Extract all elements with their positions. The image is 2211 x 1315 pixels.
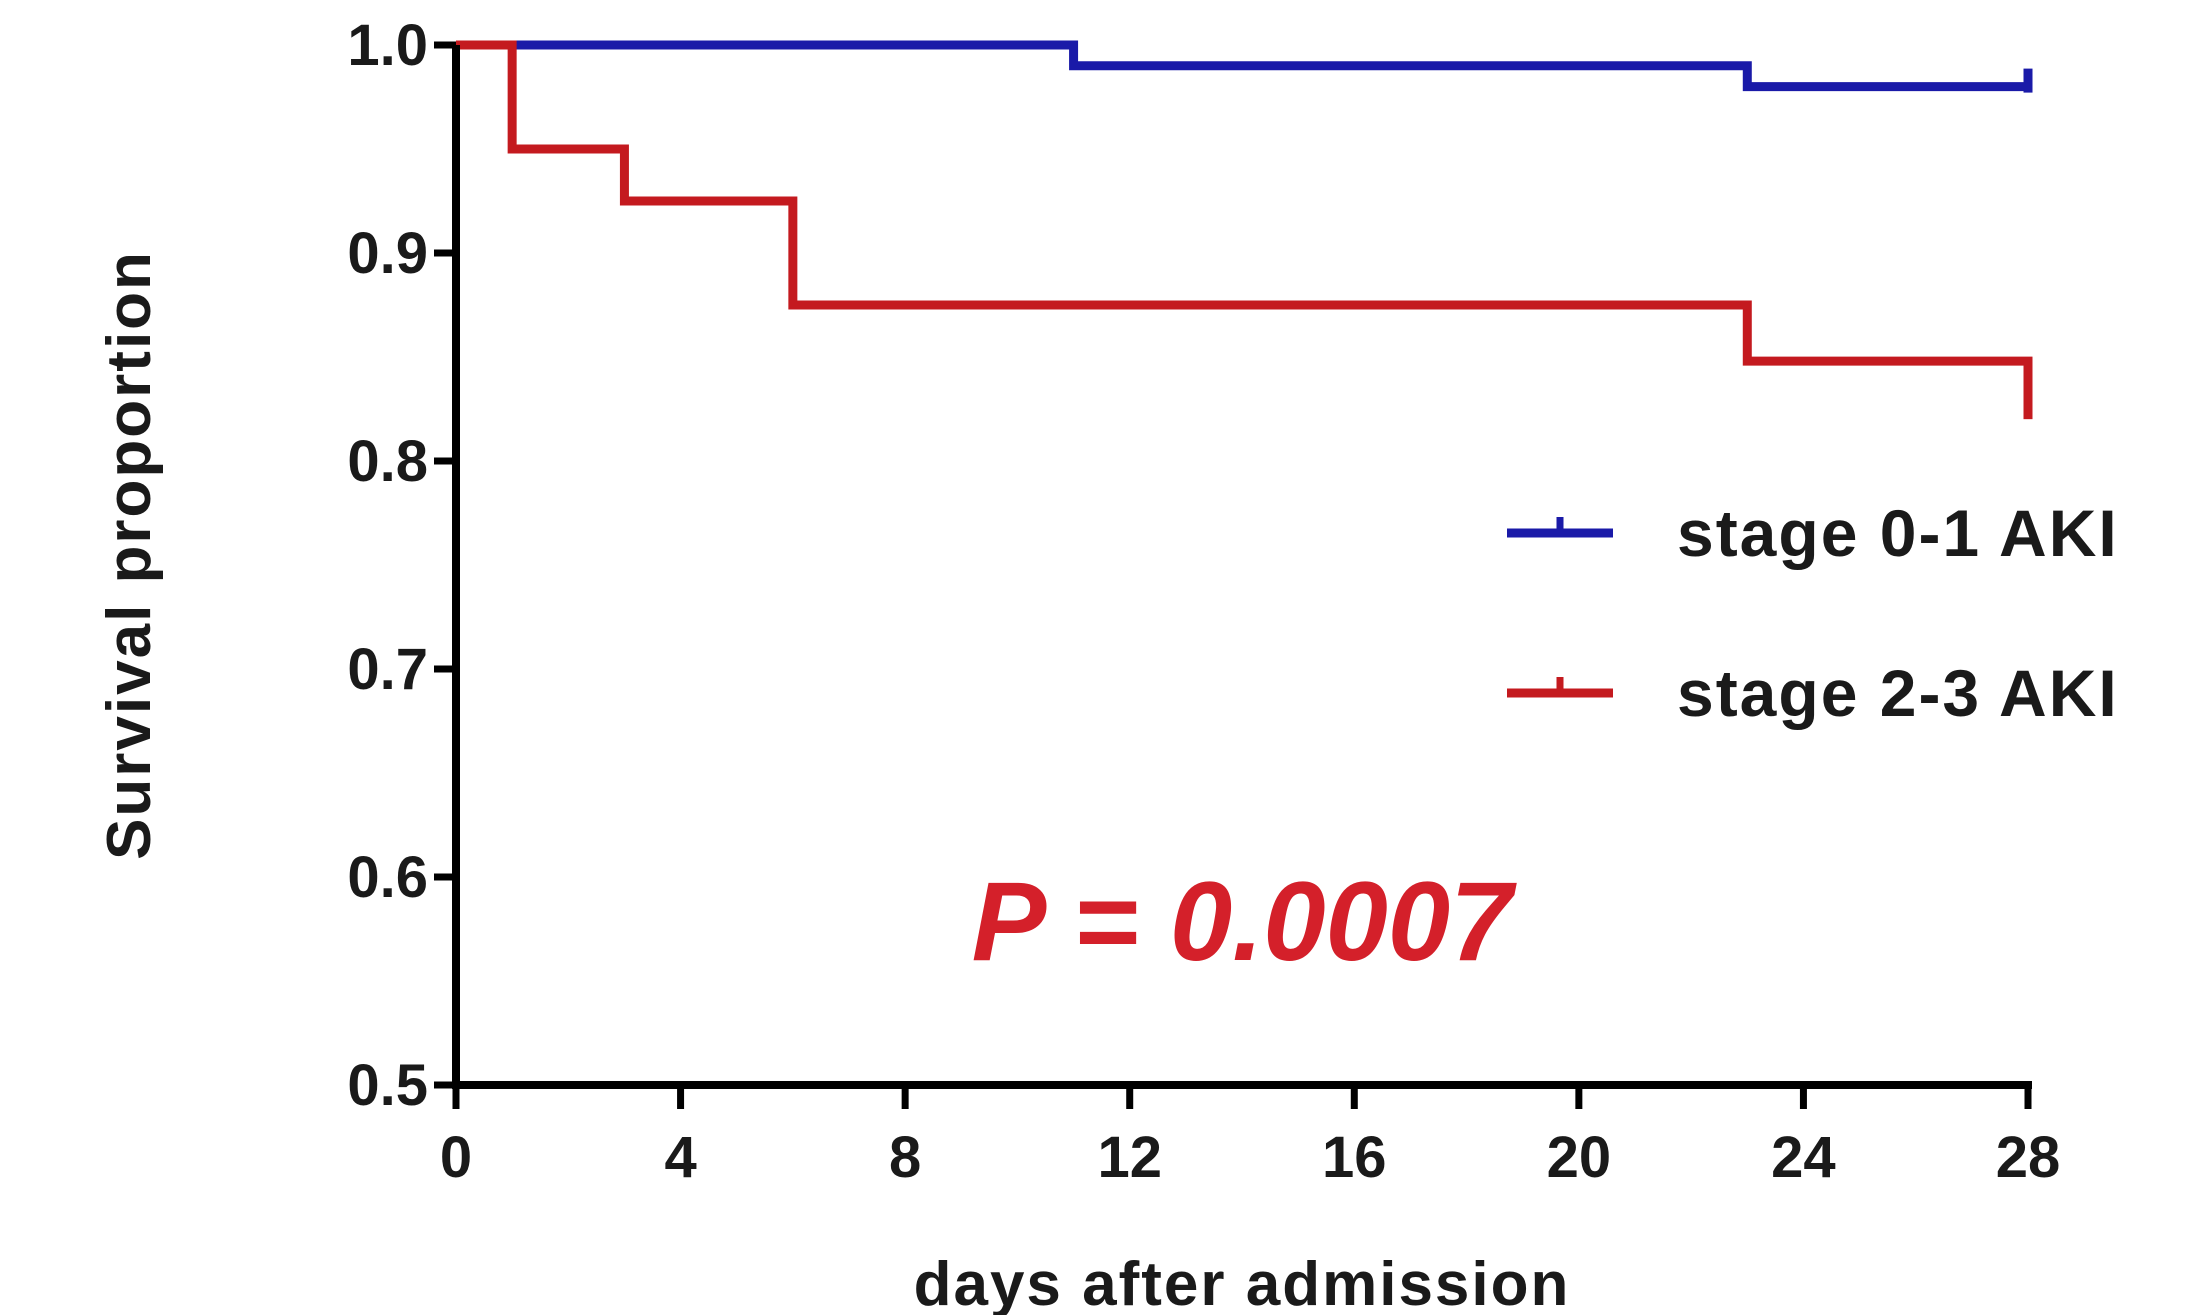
x-tick-label: 28 — [1996, 1125, 2061, 1190]
x-tick-label: 16 — [1322, 1125, 1387, 1190]
y-tick-label: 0.6 — [347, 845, 428, 910]
x-tick-label: 4 — [664, 1125, 696, 1190]
x-tick-label: 8 — [889, 1125, 921, 1190]
series-line-2 — [456, 40, 2033, 414]
series-line-1 — [456, 40, 2028, 92]
series-layer — [456, 40, 2033, 420]
legend: stage 0-1 AKI stage 2-3 AKI — [1507, 496, 2119, 730]
y-tick-label: 1.0 — [347, 13, 428, 78]
x-axis-title: days after admission — [914, 1250, 1571, 1315]
x-tick-label: 20 — [1547, 1125, 1612, 1190]
p-value-annotation: P = 0.0007 — [972, 859, 1517, 984]
legend-label-2: stage 2-3 AKI — [1677, 656, 2119, 730]
y-axis-title: Survival proportion — [95, 250, 164, 860]
y-tick-label: 0.9 — [347, 221, 428, 286]
ticks-layer: 0.5 0.6 0.7 0.8 0.9 1.0 0 4 8 12 16 20 24 28 — [347, 13, 2060, 1190]
x-tick-label: 0 — [440, 1125, 472, 1190]
x-tick-label: 24 — [1771, 1125, 1836, 1190]
y-tick-label: 0.5 — [347, 1053, 428, 1118]
legend-label-1: stage 0-1 AKI — [1677, 496, 2119, 570]
y-tick-label: 0.8 — [347, 429, 428, 494]
x-tick-label: 12 — [1097, 1125, 1162, 1190]
y-tick-label: 0.7 — [347, 637, 428, 702]
